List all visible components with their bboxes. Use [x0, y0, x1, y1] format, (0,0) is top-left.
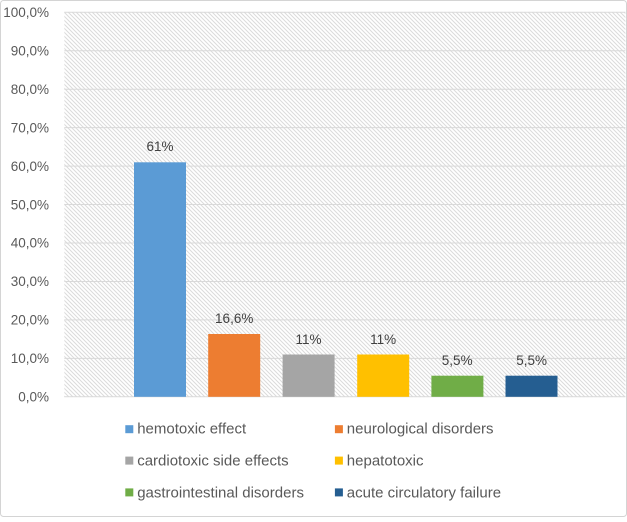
svg-text:cardiotoxic side effects: cardiotoxic side effects [137, 453, 288, 470]
svg-text:70,0%: 70,0% [11, 120, 49, 135]
svg-text:gastrointestinal disorders: gastrointestinal disorders [137, 484, 304, 501]
svg-text:5,5%: 5,5% [442, 353, 473, 368]
svg-text:61%: 61% [146, 139, 173, 154]
svg-text:11%: 11% [295, 332, 321, 347]
svg-text:hemotoxic effect: hemotoxic effect [137, 420, 247, 437]
svg-text:50,0%: 50,0% [11, 197, 49, 212]
svg-text:60,0%: 60,0% [11, 159, 49, 174]
svg-text:80,0%: 80,0% [11, 82, 49, 97]
svg-text:0,0%: 0,0% [18, 390, 49, 405]
svg-text:10,0%: 10,0% [11, 351, 49, 366]
svg-text:16,6%: 16,6% [215, 311, 253, 326]
svg-text:100,0%: 100,0% [3, 5, 49, 20]
svg-text:30,0%: 30,0% [11, 274, 49, 289]
svg-text:40,0%: 40,0% [11, 236, 49, 251]
svg-text:neurological disorders: neurological disorders [347, 420, 494, 437]
svg-text:hepatotoxic: hepatotoxic [347, 453, 424, 470]
svg-text:90,0%: 90,0% [11, 43, 49, 58]
svg-text:acute circulatory failure: acute circulatory failure [347, 484, 501, 501]
svg-text:5,5%: 5,5% [516, 353, 547, 368]
svg-text:11%: 11% [370, 332, 396, 347]
svg-text:20,0%: 20,0% [11, 313, 49, 328]
